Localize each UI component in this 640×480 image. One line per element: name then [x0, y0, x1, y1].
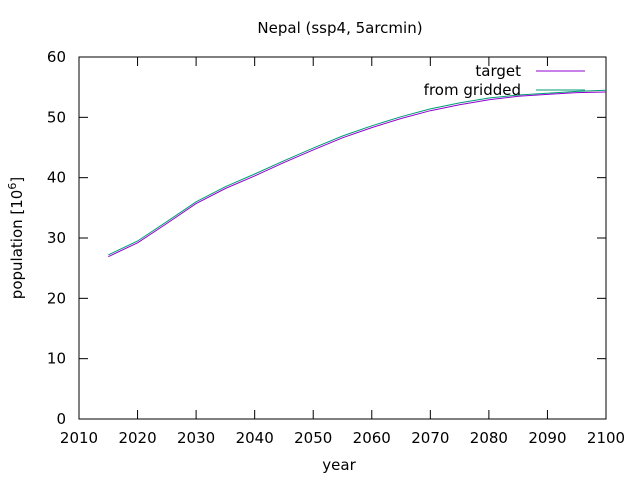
y-tick-label: 40: [47, 169, 66, 187]
x-tick-label: 2060: [353, 429, 391, 447]
x-tick-label: 2080: [470, 429, 508, 447]
x-tick-label: 2030: [177, 429, 215, 447]
y-tick-label: 50: [47, 108, 66, 126]
y-axis-label-exponent: 6: [6, 183, 19, 190]
chart-title: Nepal (ssp4, 5arcmin): [257, 19, 422, 37]
y-tick-label: 60: [47, 48, 66, 66]
legend-label-target: target: [475, 62, 521, 80]
y-tick-label: 30: [47, 229, 66, 247]
plot-frame: [78, 56, 607, 420]
y-tick-label: 20: [47, 289, 66, 307]
x-tick-label: 2010: [60, 429, 98, 447]
y-axis-ticks: 0 10 20 30 40 50 60: [47, 48, 606, 428]
y-tick-label: 10: [47, 350, 66, 368]
y-tick-label: 0: [56, 410, 66, 428]
x-tick-label: 2100: [587, 429, 625, 447]
y-axis-label-close: ]: [8, 177, 26, 183]
x-tick-label: 2070: [411, 429, 449, 447]
series-lines: [108, 89, 607, 258]
legend-label-from-gridded: from gridded: [424, 81, 521, 99]
x-axis-label: year: [322, 456, 356, 474]
y-axis-label-main: population [10: [8, 190, 26, 300]
series-line-from-gridded: [108, 89, 607, 256]
x-tick-label: 2090: [528, 429, 566, 447]
x-tick-label: 2050: [294, 429, 332, 447]
x-axis-ticks: 2010 2020 2030 2040 2050 2060 2070 2080 2090 2100: [60, 57, 625, 447]
series-line-target: [108, 91, 607, 258]
x-tick-label: 2020: [118, 429, 156, 447]
legend: target from gridded: [424, 62, 585, 99]
x-tick-label: 2040: [236, 429, 274, 447]
y-axis-label: population [106]: [6, 177, 26, 299]
